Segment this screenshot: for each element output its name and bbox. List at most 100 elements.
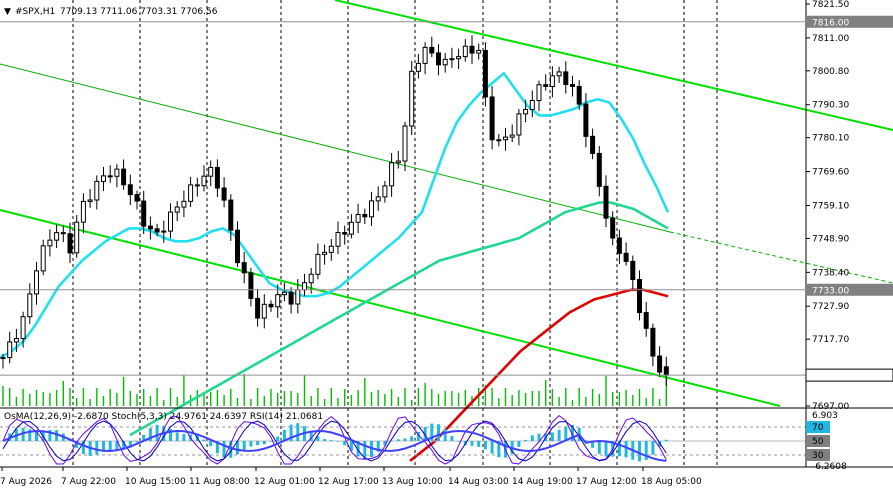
candle-body	[168, 211, 173, 232]
candle-body	[509, 134, 515, 138]
candle-body	[154, 228, 160, 233]
candle-body	[583, 103, 589, 137]
price-tag-mid-bg	[806, 283, 893, 296]
candle-body	[60, 232, 66, 235]
indicator-level-bg	[806, 421, 830, 433]
candle-body	[570, 83, 575, 87]
candle-body	[596, 152, 602, 187]
time-tick-label: 14 Aug 03:00	[448, 477, 509, 487]
candle-body	[369, 200, 374, 218]
price-tick-label: 7717.70	[812, 335, 849, 345]
price-tick-label: 7738.40	[812, 268, 849, 278]
ohlc-values: 7709.13 7711.06 7703.31 7706.56	[60, 7, 218, 17]
indicator-axis-label: 70	[812, 423, 824, 433]
candle-body	[248, 272, 254, 299]
candle-body	[335, 232, 341, 247]
time-tick-label: 10 Aug 15:00	[125, 477, 186, 487]
price-tag-high-bg	[806, 15, 893, 28]
indicator-axis-label: 50	[812, 437, 824, 447]
candle-body	[496, 139, 502, 142]
candle-body	[47, 239, 53, 247]
candle-body	[194, 184, 200, 187]
candle-body	[529, 100, 535, 110]
candle-body	[415, 62, 421, 72]
candle-body	[663, 366, 669, 376]
time-tick-label: 18 Aug 05:00	[641, 477, 702, 487]
candle-body	[121, 168, 127, 186]
stochastic-main-line	[2, 420, 667, 462]
moving-averages	[0, 71, 670, 462]
time-tick-label: 7 Aug 22:00	[61, 477, 116, 487]
candle-body	[74, 221, 80, 254]
candle-body	[161, 230, 167, 233]
candle-body	[214, 166, 220, 189]
candle-body	[348, 221, 354, 235]
candle-body	[476, 49, 482, 54]
candle-body	[590, 135, 596, 154]
rsi-line	[2, 429, 667, 462]
candle-body	[489, 96, 495, 141]
candle-body	[623, 252, 629, 262]
price-tick-label: 7821.50	[812, 0, 849, 10]
candle-body	[382, 185, 388, 198]
candle-body	[34, 270, 39, 295]
candle-body	[429, 46, 435, 54]
price-tag-high: 7816.00	[812, 18, 849, 28]
candle-body	[422, 46, 428, 64]
header-marker[interactable]: ▼	[4, 7, 11, 17]
time-tick-label: 17 Aug 12:00	[576, 477, 637, 487]
channel-lower-line	[0, 209, 781, 407]
price-tag-mid: 7733.00	[812, 286, 849, 296]
candle-body	[456, 56, 462, 60]
indicator-axis-label: 6.903	[812, 411, 838, 421]
candle-body	[322, 251, 328, 255]
candle-body	[516, 113, 522, 136]
candle-body	[328, 245, 334, 253]
candle-body	[556, 71, 562, 77]
candle-body	[549, 75, 555, 87]
candle-body	[315, 253, 321, 275]
candle-body	[101, 175, 106, 182]
candle-body	[7, 341, 13, 359]
candle-body	[268, 303, 274, 308]
candle-body	[630, 260, 636, 281]
candle-body	[436, 52, 441, 66]
candle-body	[308, 273, 314, 284]
candle-body	[40, 245, 46, 272]
candle-body	[536, 84, 542, 102]
time-tick-label: 12 Aug 01:00	[254, 477, 315, 487]
candle-body	[27, 293, 33, 318]
indicator-level-bg	[806, 435, 830, 447]
candle-body	[80, 200, 86, 223]
volume-bars	[2, 374, 667, 406]
candle-body	[523, 108, 529, 115]
candle-body	[576, 85, 582, 105]
candle-body	[281, 291, 287, 296]
price-tick-label: 7727.90	[812, 302, 849, 312]
candle-body	[275, 294, 281, 308]
candle-body	[235, 229, 240, 264]
time-tick-label: 7 Aug 2026	[0, 477, 52, 487]
price-tag-last: 7706.56	[812, 372, 849, 382]
indicator-level-bg	[806, 449, 830, 461]
candle-body	[54, 232, 60, 241]
candle-body	[288, 291, 294, 305]
candle-body	[355, 214, 361, 223]
candle-body	[302, 282, 307, 291]
candle-body	[141, 200, 147, 227]
time-tick-label: 12 Aug 17:00	[318, 477, 379, 487]
stochastic-signal-line	[2, 414, 667, 465]
indicator-window	[0, 407, 893, 465]
candle-body	[174, 206, 180, 213]
candle-body	[87, 199, 93, 202]
candle-body	[94, 180, 100, 201]
candle-body	[201, 175, 207, 187]
moving-average-mid	[129, 201, 669, 437]
price-tick-label: 7697.00	[812, 402, 849, 412]
price-tick-label: 7800.80	[812, 67, 849, 77]
time-tick-label: 11 Aug 08:00	[189, 477, 250, 487]
candle-body	[409, 70, 415, 127]
candle-body	[643, 312, 649, 329]
